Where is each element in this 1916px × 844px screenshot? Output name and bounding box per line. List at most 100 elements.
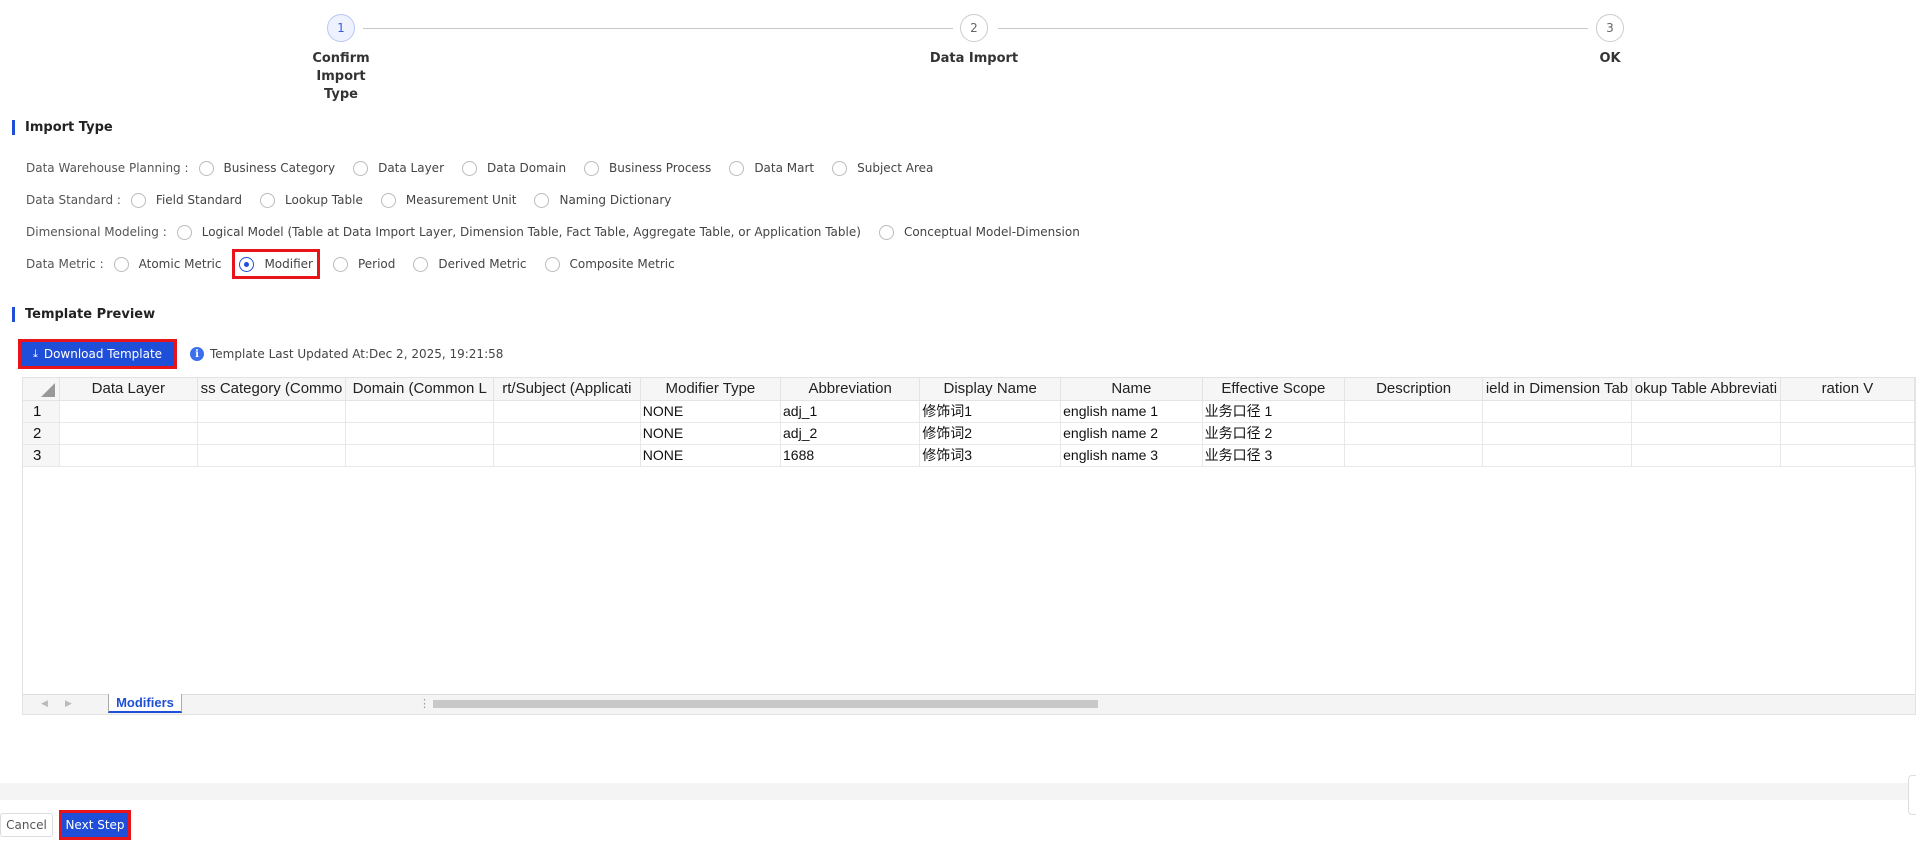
radio-option[interactable]: Field Standard <box>130 190 242 210</box>
table-cell[interactable] <box>493 444 641 467</box>
table-cell[interactable] <box>1482 444 1632 467</box>
radio-option[interactable]: Measurement Unit <box>380 190 516 210</box>
option-group: Data Warehouse Planning : Business Catego… <box>26 158 951 178</box>
table-cell[interactable]: 修饰词2 <box>919 422 1062 445</box>
column-header[interactable]: okup Table Abbreviati <box>1631 378 1781 401</box>
radio-option[interactable]: Lookup Table <box>260 190 363 210</box>
table-cell[interactable]: 业务口径 2 <box>1202 422 1346 445</box>
cancel-button[interactable]: Cancel <box>0 813 53 837</box>
table-cell[interactable] <box>345 444 494 467</box>
table-cell[interactable] <box>59 400 198 423</box>
option-group-label: Dimensional Modeling : <box>26 225 167 239</box>
table-cell[interactable] <box>345 400 494 423</box>
column-header[interactable]: ss Category (Commo <box>197 378 347 401</box>
radio-unchecked-icon <box>534 192 550 208</box>
radio-option[interactable]: Derived Metric <box>413 254 527 274</box>
table-cell[interactable]: adj_1 <box>780 400 921 423</box>
row-number[interactable]: 1 <box>23 400 61 423</box>
table-cell[interactable] <box>197 444 347 467</box>
table-cell[interactable]: 业务口径 1 <box>1202 400 1346 423</box>
table-cell[interactable] <box>1631 444 1781 467</box>
download-template-button[interactable]: ⤓ Download Template <box>18 339 177 369</box>
row-number[interactable]: 3 <box>23 444 61 467</box>
radio-option[interactable]: Subject Area <box>832 158 933 178</box>
radio-unchecked-icon <box>544 256 560 272</box>
radio-option[interactable]: Data Layer <box>353 158 444 178</box>
select-all-corner[interactable] <box>23 378 61 401</box>
radio-option[interactable]: Naming Dictionary <box>534 190 671 210</box>
table-cell[interactable]: 修饰词3 <box>919 444 1062 467</box>
column-header[interactable]: Abbreviation <box>780 378 921 401</box>
table-cell[interactable]: english name 3 <box>1060 444 1203 467</box>
column-header[interactable]: Modifier Type <box>640 378 782 401</box>
table-cell[interactable] <box>1482 400 1632 423</box>
radio-unchecked-icon <box>462 160 478 176</box>
table-cell[interactable] <box>493 422 641 445</box>
column-header[interactable]: Description <box>1344 378 1484 401</box>
table-cell[interactable] <box>345 422 494 445</box>
table-cell[interactable] <box>1631 422 1781 445</box>
table-cell[interactable] <box>1780 400 1915 423</box>
import-type-title: Import Type <box>12 120 113 135</box>
table-cell[interactable]: 业务口径 3 <box>1202 444 1346 467</box>
side-handle[interactable] <box>1908 775 1916 815</box>
horizontal-scrollbar[interactable] <box>433 700 1098 708</box>
radio-unchecked-icon <box>113 256 129 272</box>
table-cell[interactable] <box>1780 422 1915 445</box>
table-cell[interactable]: 修饰词1 <box>919 400 1062 423</box>
table-cell[interactable]: NONE <box>640 422 782 445</box>
radio-option[interactable]: Conceptual Model-Dimension <box>878 222 1080 242</box>
tab-scroll-right-icon[interactable]: ▶ <box>65 698 72 708</box>
table-cell[interactable] <box>59 422 198 445</box>
table-cell[interactable] <box>59 444 198 467</box>
radio-option[interactable]: Business Process <box>584 158 711 178</box>
table-cell[interactable]: NONE <box>640 400 782 423</box>
table-cell[interactable] <box>197 422 347 445</box>
radio-option[interactable]: Data Mart <box>729 158 814 178</box>
radio-option[interactable]: Period <box>332 254 395 274</box>
table-cell[interactable] <box>1631 400 1781 423</box>
table-cell[interactable] <box>1344 400 1484 423</box>
column-header[interactable]: rt/Subject (Applicati <box>493 378 641 401</box>
column-header[interactable]: Name <box>1060 378 1203 401</box>
column-header[interactable]: ration V <box>1780 378 1915 401</box>
column-header[interactable]: Effective Scope <box>1202 378 1346 401</box>
radio-unchecked-icon <box>413 256 429 272</box>
radio-option[interactable]: Atomic Metric <box>113 254 221 274</box>
table-cell[interactable] <box>1344 444 1484 467</box>
table-cell[interactable]: english name 2 <box>1060 422 1203 445</box>
table-cell[interactable]: NONE <box>640 444 782 467</box>
tab-splitter-handle[interactable]: ⋮ <box>419 698 430 710</box>
column-header[interactable]: ield in Dimension Tab <box>1482 378 1632 401</box>
table-cell[interactable] <box>1780 444 1915 467</box>
radio-option[interactable]: Modifier <box>232 249 320 279</box>
sheet-tab-modifiers[interactable]: Modifiers <box>108 694 182 713</box>
table-cell[interactable] <box>1482 422 1632 445</box>
table-cell[interactable] <box>1344 422 1484 445</box>
option-group-label: Data Standard : <box>26 193 121 207</box>
template-updated-text: Template Last Updated At:Dec 2, 2025, 19… <box>210 347 504 361</box>
radio-option[interactable]: Business Category <box>198 158 336 178</box>
radio-option[interactable]: Logical Model (Table at Data Import Laye… <box>176 222 861 242</box>
table-cell[interactable]: 1688 <box>780 444 921 467</box>
table-cell[interactable]: english name 1 <box>1060 400 1203 423</box>
radio-option[interactable]: Data Domain <box>462 158 566 178</box>
tab-scroll-left-icon[interactable]: ◀ <box>41 698 48 708</box>
radio-option[interactable]: Composite Metric <box>544 254 675 274</box>
radio-label: Subject Area <box>857 161 934 175</box>
radio-unchecked-icon <box>130 192 146 208</box>
radio-checked-icon <box>239 256 255 272</box>
column-header[interactable]: Data Layer <box>59 378 198 401</box>
column-header[interactable]: Display Name <box>919 378 1062 401</box>
radio-unchecked-icon <box>353 160 369 176</box>
radio-unchecked-icon <box>198 160 214 176</box>
table-cell[interactable]: adj_2 <box>780 422 921 445</box>
radio-label: Naming Dictionary <box>559 193 672 207</box>
row-number[interactable]: 2 <box>23 422 61 445</box>
template-spreadsheet[interactable]: Data Layer ss Category (Commo Domain (Comm… <box>22 377 1916 715</box>
next-step-button[interactable]: Next Step <box>59 810 131 840</box>
radio-label: Business Category <box>223 161 336 175</box>
column-header[interactable]: Domain (Common L <box>345 378 494 401</box>
table-cell[interactable] <box>493 400 641 423</box>
table-cell[interactable] <box>197 400 347 423</box>
